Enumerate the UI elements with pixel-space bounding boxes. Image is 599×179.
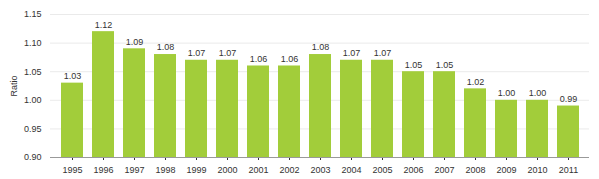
svg-text:1999: 1999 <box>186 165 206 175</box>
svg-text:1.05: 1.05 <box>405 60 423 70</box>
svg-text:2008: 2008 <box>465 165 485 175</box>
svg-text:1.09: 1.09 <box>126 37 144 47</box>
svg-text:2003: 2003 <box>310 165 330 175</box>
svg-text:2009: 2009 <box>496 165 516 175</box>
svg-text:1.08: 1.08 <box>157 42 175 52</box>
svg-text:0.90: 0.90 <box>24 152 42 162</box>
svg-text:1.00: 1.00 <box>24 95 42 105</box>
svg-text:1.12: 1.12 <box>95 20 113 30</box>
svg-text:2002: 2002 <box>279 165 299 175</box>
svg-text:0.99: 0.99 <box>560 94 578 104</box>
svg-text:Ratio: Ratio <box>9 75 19 96</box>
svg-text:1.00: 1.00 <box>529 88 547 98</box>
svg-text:1.10: 1.10 <box>24 38 42 48</box>
svg-text:2001: 2001 <box>248 165 268 175</box>
svg-text:2004: 2004 <box>341 165 361 175</box>
svg-text:0.95: 0.95 <box>24 124 42 134</box>
svg-text:1998: 1998 <box>155 165 175 175</box>
svg-text:1.07: 1.07 <box>188 48 206 58</box>
svg-text:1996: 1996 <box>93 165 113 175</box>
svg-text:1.02: 1.02 <box>467 77 485 87</box>
svg-text:1.00: 1.00 <box>498 88 516 98</box>
svg-text:1.15: 1.15 <box>24 9 42 19</box>
svg-text:2005: 2005 <box>372 165 392 175</box>
svg-text:1.07: 1.07 <box>219 48 237 58</box>
svg-text:2010: 2010 <box>527 165 547 175</box>
svg-text:1.05: 1.05 <box>436 60 454 70</box>
svg-text:1995: 1995 <box>62 165 82 175</box>
svg-text:1.06: 1.06 <box>281 54 299 64</box>
svg-text:2011: 2011 <box>559 165 578 175</box>
svg-text:1.08: 1.08 <box>312 42 330 52</box>
svg-text:2006: 2006 <box>403 165 423 175</box>
svg-text:2000: 2000 <box>217 165 237 175</box>
svg-text:1.07: 1.07 <box>374 48 392 58</box>
svg-text:1.06: 1.06 <box>250 54 268 64</box>
svg-text:1.07: 1.07 <box>343 48 361 58</box>
svg-text:1997: 1997 <box>124 165 144 175</box>
svg-text:2007: 2007 <box>434 165 454 175</box>
svg-text:1.05: 1.05 <box>24 67 42 77</box>
svg-text:1.03: 1.03 <box>64 71 82 81</box>
